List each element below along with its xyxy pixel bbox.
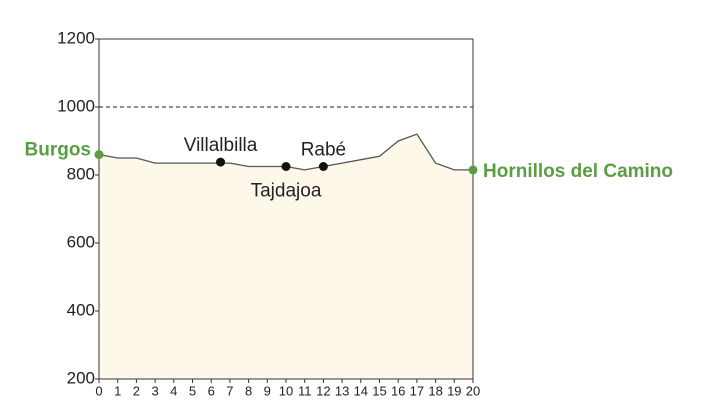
x-tick-label: 16	[391, 383, 405, 398]
place-label: Hornillos del Camino	[483, 161, 673, 182]
x-tick-label: 13	[335, 383, 349, 398]
x-tick-label: 17	[410, 383, 424, 398]
x-tick-label: 11	[298, 383, 312, 398]
place-marker	[468, 165, 478, 175]
y-tick-label: 400	[67, 300, 95, 319]
place-marker	[216, 157, 226, 167]
y-tick-label: 1000	[57, 96, 95, 115]
x-tick-label: 0	[95, 383, 102, 398]
area-fill	[99, 134, 473, 379]
x-tick-label: 1	[114, 383, 121, 398]
x-tick-label: 18	[428, 383, 442, 398]
x-tick-label: 2	[133, 383, 140, 398]
x-tick-label: 9	[264, 383, 271, 398]
x-tick-label: 14	[354, 383, 368, 398]
x-tick-label: 12	[316, 383, 330, 398]
x-tick-label: 15	[372, 383, 386, 398]
place-marker	[318, 162, 328, 171]
place-label: Burgos	[25, 140, 92, 161]
x-tick-label: 20	[466, 383, 480, 398]
y-tick-label: 600	[67, 232, 95, 251]
place-marker	[94, 150, 104, 160]
x-tick-label: 8	[245, 383, 252, 398]
x-tick-label: 5	[189, 383, 196, 398]
x-tick-label: 10	[279, 383, 293, 398]
place-label: Tajdajoa	[251, 181, 322, 202]
place-label: Villalbilla	[184, 135, 258, 156]
place-marker	[281, 162, 291, 171]
y-tick-label: 200	[67, 368, 95, 387]
place-label: Rabé	[301, 140, 346, 161]
y-tick-label: 800	[67, 164, 95, 183]
x-tick-label: 4	[170, 383, 177, 398]
x-tick-label: 3	[151, 383, 158, 398]
y-tick-label: 1200	[57, 28, 95, 47]
x-tick-label: 19	[447, 383, 461, 398]
x-tick-label: 7	[226, 383, 233, 398]
x-tick-label: 6	[208, 383, 215, 398]
